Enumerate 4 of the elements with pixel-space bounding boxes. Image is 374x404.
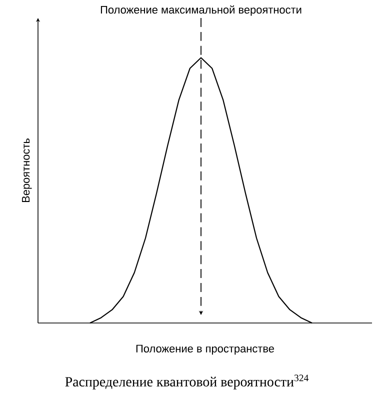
x-axis-title: Положение в пространстве xyxy=(136,344,274,355)
text: Распределение квантовой вероятности$^{324}$ xyxy=(65,374,309,390)
text: Положение максимальной вероятности xyxy=(100,5,302,16)
y-axis-title: Вероятность xyxy=(22,138,32,202)
